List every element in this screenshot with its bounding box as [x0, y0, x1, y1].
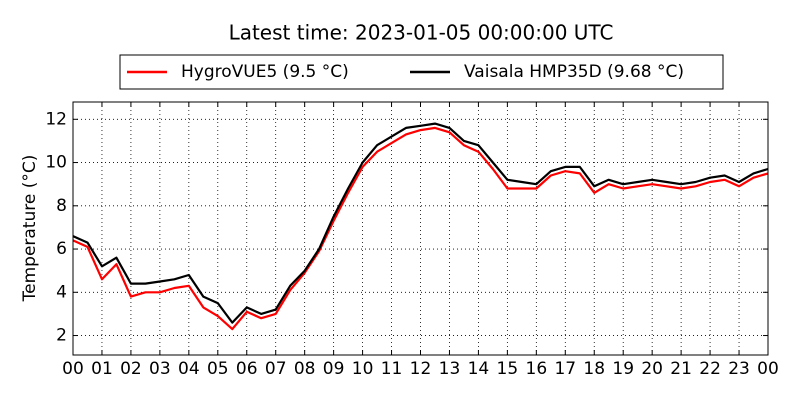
- x-tick-label: 00: [62, 359, 84, 379]
- y-tick-label: 10: [45, 153, 67, 173]
- x-tick-label: 11: [381, 359, 403, 379]
- series-line: [72, 126, 769, 331]
- x-tick-label: 18: [583, 359, 605, 379]
- series-line: [72, 122, 769, 324]
- x-tick-label: 00: [757, 359, 779, 379]
- x-tick-label: 09: [323, 359, 345, 379]
- x-tick-label: 21: [670, 359, 692, 379]
- x-tick-label: 17: [554, 359, 576, 379]
- legend-label: HygroVUE5 (9.5 °C): [181, 62, 349, 82]
- x-tick-label: 10: [352, 359, 374, 379]
- y-tick-label: 12: [45, 109, 67, 129]
- x-tick-label: 05: [207, 359, 229, 379]
- legend-label: Vaisala HMP35D (9.68 °C): [464, 62, 684, 82]
- x-tick-label: 16: [526, 359, 548, 379]
- x-tick-label: 03: [149, 359, 171, 379]
- y-tick-label: 4: [56, 282, 67, 302]
- x-tick-label: 23: [728, 359, 750, 379]
- x-tick-label: 12: [410, 359, 432, 379]
- y-tick-label: 2: [56, 326, 67, 346]
- x-tick-label: 22: [699, 359, 721, 379]
- y-axis-label: Temperature (°C): [20, 155, 40, 303]
- chart-title: Latest time: 2023-01-05 00:00:00 UTC: [229, 21, 614, 45]
- x-tick-label: 15: [497, 359, 519, 379]
- x-tick-label: 07: [265, 359, 287, 379]
- x-tick-label: 20: [641, 359, 663, 379]
- x-tick-label: 19: [612, 359, 634, 379]
- plot-frame: [72, 101, 769, 356]
- x-tick-label: 04: [178, 359, 200, 379]
- x-tick-label: 13: [439, 359, 461, 379]
- x-tick-label: 06: [236, 359, 258, 379]
- y-tick-label: 8: [56, 196, 67, 216]
- y-tick-label: 6: [56, 239, 67, 259]
- x-tick-label: 08: [294, 359, 316, 379]
- x-tick-label: 02: [120, 359, 142, 379]
- x-tick-label: 14: [468, 359, 490, 379]
- x-tick-label: 01: [91, 359, 113, 379]
